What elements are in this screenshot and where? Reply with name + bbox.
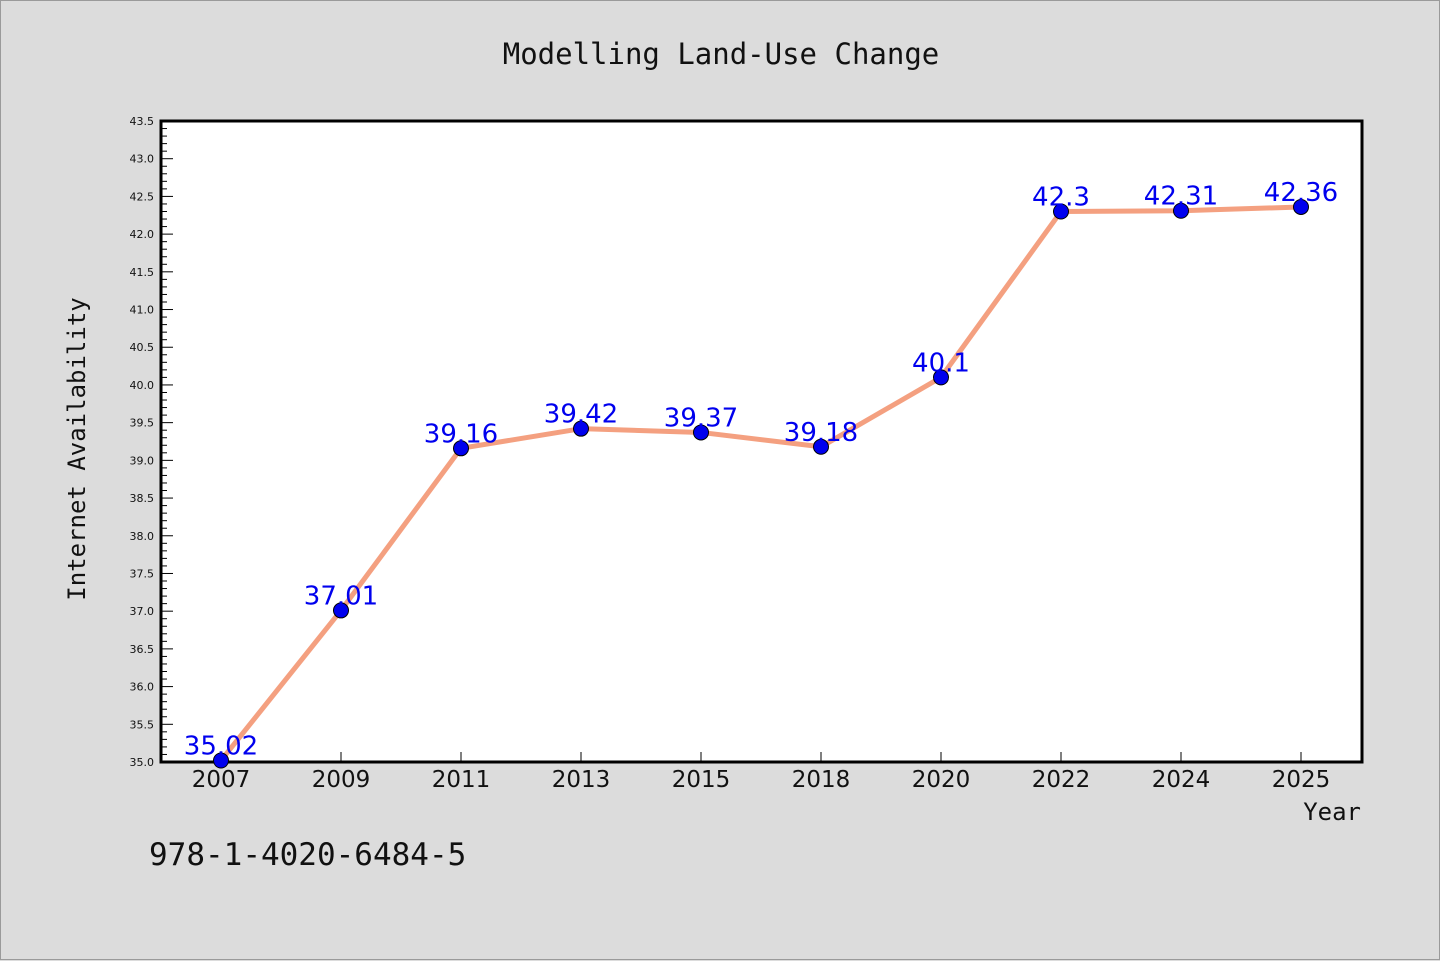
y-tick-label: 41.0 [130, 304, 155, 317]
y-tick-label: 41.5 [130, 266, 155, 279]
y-tick-label: 38.0 [130, 530, 155, 543]
data-label: 39.37 [664, 403, 738, 433]
y-tick-label: 39.5 [130, 417, 155, 430]
data-point [573, 420, 589, 437]
x-tick-label: 2007 [192, 767, 251, 793]
x-axis: 2007 2009 2011 2013 2015 2018 2020 2022 2024 2025 [192, 752, 1331, 793]
data-point [453, 440, 469, 457]
data-label: 39.18 [784, 418, 858, 448]
y-tick-label: 35.5 [130, 718, 155, 731]
y-axis: 35.0 35.5 36.0 36.5 37.0 37.5 38.0 38.5 39.0 39.5… [130, 115, 173, 769]
x-tick-label: 2015 [672, 767, 731, 793]
data-point [1293, 198, 1309, 215]
data-label: 42.31 [1144, 182, 1218, 212]
chart-title: Modelling Land-Use Change [503, 37, 940, 71]
y-tick-label: 40.5 [130, 341, 155, 354]
y-tick-label: 43.5 [130, 115, 155, 128]
x-tick-label: 2009 [312, 767, 371, 793]
data-point [1053, 203, 1069, 220]
y-tick-label: 36.5 [130, 643, 155, 656]
y-tick-label: 42.5 [130, 190, 155, 203]
y-tick-label: 35.0 [130, 756, 155, 769]
x-tick-label: 2020 [912, 767, 971, 793]
data-label: 39.42 [544, 400, 618, 430]
data-point [933, 369, 949, 386]
x-tick-label: 2013 [552, 767, 611, 793]
y-tick-label: 36.0 [130, 681, 155, 694]
y-tick-label: 39.0 [130, 454, 155, 467]
y-tick-label: 42.0 [130, 228, 155, 241]
x-axis-title: Year [1303, 798, 1361, 826]
y-tick-label: 43.0 [130, 153, 155, 166]
series-line [218, 204, 1304, 763]
y-tick-label: 38.5 [130, 492, 155, 505]
x-tick-label: 2018 [792, 767, 851, 793]
series-layer: 35.02 37.01 39.16 39.42 39.37 39.18 40.1 42.3 42… [184, 178, 1338, 769]
x-tick-label: 2011 [432, 767, 491, 793]
y-tick-label: 37.5 [130, 567, 155, 580]
data-point [813, 438, 829, 455]
data-label: 39.16 [424, 419, 498, 449]
x-tick-label: 2022 [1032, 767, 1091, 793]
data-label: 35.02 [184, 731, 258, 761]
data-label: 40.1 [912, 348, 970, 378]
data-point [1173, 202, 1189, 219]
x-tick-label: 2025 [1272, 767, 1331, 793]
data-point [333, 602, 349, 619]
data-label: 42.3 [1032, 182, 1090, 212]
y-tick-label: 37.0 [130, 605, 155, 618]
data-label: 42.36 [1264, 178, 1338, 208]
y-tick-label: 40.0 [130, 379, 155, 392]
data-point [693, 424, 709, 441]
data-label: 37.01 [304, 581, 378, 611]
footnote-isbn: 978-1-4020-6484-5 [149, 837, 466, 873]
data-point [213, 752, 229, 769]
x-tick-label: 2024 [1152, 767, 1211, 793]
y-axis-title: Internet Availability [63, 297, 91, 600]
